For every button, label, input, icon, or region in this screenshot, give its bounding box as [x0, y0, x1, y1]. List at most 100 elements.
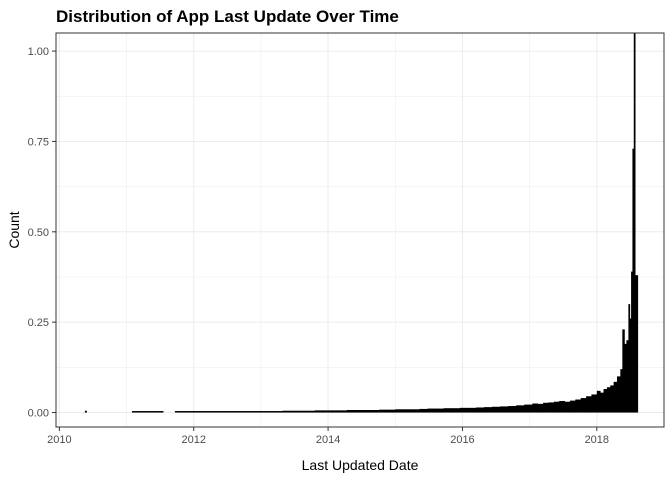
histogram-bar [254, 411, 260, 413]
histogram-bar [620, 369, 623, 413]
histogram-bar [244, 411, 250, 413]
histogram-bar [346, 410, 356, 413]
histogram-bar [290, 410, 299, 413]
histogram-bar [591, 394, 598, 413]
histogram-bar [387, 409, 396, 413]
histogram-bar [258, 411, 267, 413]
histogram-bar [203, 411, 213, 413]
y-tick-label: 0.75 [28, 136, 49, 148]
histogram-bar [435, 408, 445, 413]
histogram-bar [314, 410, 324, 413]
histogram-bar [524, 404, 533, 413]
histogram-bar [610, 385, 615, 413]
histogram-bars [84, 33, 639, 413]
histogram-bar [543, 402, 549, 413]
histogram-bar [564, 401, 571, 413]
histogram-bar [459, 407, 469, 413]
x-tick-label: 2014 [316, 434, 340, 446]
histogram-bar [298, 410, 307, 413]
y-tick-label: 0.00 [28, 408, 49, 420]
histogram-bar [212, 411, 225, 413]
x-axis-ticks: 2010 2012 2014 2016 2018 [47, 427, 609, 446]
histogram-bar [330, 410, 340, 413]
histogram-bar [84, 410, 87, 413]
histogram-bar [508, 406, 517, 413]
histogram-bar [569, 400, 576, 413]
y-tick-label: 1.00 [28, 46, 49, 58]
y-axis-ticks: 0.00 0.25 0.50 0.75 1.00 [28, 46, 56, 420]
histogram-bar [403, 409, 412, 413]
histogram-bar [631, 271, 633, 413]
histogram-bar [354, 410, 364, 413]
histogram-bar [338, 410, 348, 413]
gridlines [56, 33, 664, 427]
histogram-bar [492, 406, 501, 413]
histogram-bar [516, 405, 525, 413]
histogram-bar [148, 411, 158, 413]
histogram-bar [500, 406, 509, 413]
histogram-bar [156, 411, 162, 413]
histogram-bar [628, 304, 631, 413]
histogram-bar [483, 407, 493, 413]
histogram-bar [443, 408, 453, 413]
histogram-bar [559, 400, 565, 413]
histogram-bar [238, 411, 245, 413]
y-tick-label: 0.50 [28, 227, 49, 239]
histogram-bar [411, 409, 420, 413]
histogram-bar [616, 376, 621, 413]
chart-title: Distribution of App Last Update Over Tim… [56, 7, 399, 26]
histogram-bar [633, 33, 636, 413]
histogram-bar [475, 407, 485, 413]
histogram-bar [606, 387, 611, 413]
histogram-bar [451, 408, 461, 413]
histogram-bar [306, 410, 316, 413]
histogram-bar [192, 411, 198, 413]
y-axis-title: Count [6, 211, 22, 248]
y-tick-label: 0.25 [28, 317, 49, 329]
histogram-bar [626, 340, 629, 413]
histogram-bar [548, 402, 555, 413]
histogram-bar [249, 411, 255, 413]
histogram-bar [632, 148, 635, 413]
histogram-bar [183, 411, 193, 413]
x-tick-label: 2016 [450, 434, 474, 446]
histogram-bar [322, 410, 332, 413]
histogram-bar [141, 411, 150, 413]
histogram-bar [228, 411, 235, 413]
histogram-bar [553, 401, 560, 413]
histogram-bar [379, 409, 388, 413]
histogram-bar [234, 411, 240, 413]
histogram-bar [629, 318, 632, 413]
histogram-bar [197, 411, 205, 413]
x-axis-title: Last Updated Date [302, 457, 419, 473]
histogram-bar [600, 392, 604, 413]
histogram-bar [371, 410, 380, 413]
x-tick-label: 2018 [585, 434, 609, 446]
histogram-bar [532, 403, 539, 413]
histogram-bar [131, 411, 142, 413]
histogram-bar [419, 408, 428, 413]
histogram-bar [586, 396, 592, 413]
histogram-bar [223, 411, 230, 413]
histogram-bar [161, 411, 164, 413]
histogram-bar [635, 275, 639, 413]
histogram-bar [427, 408, 436, 413]
x-tick-label: 2010 [47, 434, 71, 446]
histogram-bar [274, 411, 283, 413]
histogram-bar [622, 329, 625, 413]
histogram-bar [537, 403, 544, 413]
histogram-bar [266, 411, 275, 413]
x-tick-label: 2012 [181, 434, 205, 446]
histogram-bar [603, 389, 608, 413]
histogram-bar [174, 411, 185, 413]
histogram-bar [613, 381, 618, 413]
histogram-bar [575, 399, 582, 413]
histogram-bar [596, 390, 601, 413]
histogram-bar [624, 343, 627, 413]
histogram-bar [282, 410, 291, 413]
histogram-bar [395, 409, 404, 413]
histogram-bar [363, 410, 372, 413]
histogram-bar [467, 407, 477, 413]
histogram-bar [580, 398, 587, 413]
